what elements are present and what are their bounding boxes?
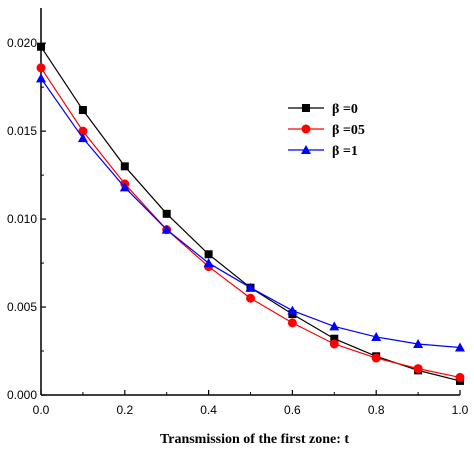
y-tick-label: 0.010 xyxy=(7,212,37,226)
data-point xyxy=(37,42,45,51)
legend-marker xyxy=(301,145,311,154)
axes xyxy=(40,8,460,396)
data-point xyxy=(329,339,339,349)
data-point xyxy=(287,318,297,328)
data-point xyxy=(329,321,340,331)
data-point xyxy=(78,106,87,115)
y-tick-label: 0.015 xyxy=(7,124,37,138)
x-tick-label: 0.4 xyxy=(200,403,217,417)
data-point xyxy=(330,334,339,343)
legend-label: β =0 xyxy=(332,102,358,117)
data-point xyxy=(455,342,465,352)
data-point xyxy=(36,63,46,73)
x-tick-label: 1.0 xyxy=(452,403,469,417)
series-0 xyxy=(37,42,464,385)
data-point xyxy=(413,338,424,348)
legend-item: β =1 xyxy=(288,144,358,159)
data-point xyxy=(371,353,381,363)
legend-item: β =05 xyxy=(288,123,365,138)
series-line xyxy=(40,46,461,382)
data-point xyxy=(455,372,465,382)
data-point xyxy=(161,224,172,234)
data-point xyxy=(371,331,382,341)
y-tick-label: 0.005 xyxy=(7,300,37,314)
x-tick-label: 0.2 xyxy=(116,403,133,417)
x-tick-label: 0.0 xyxy=(33,403,50,417)
data-point xyxy=(119,182,130,192)
series-line xyxy=(40,78,461,349)
y-tick-label: 0.020 xyxy=(7,36,37,50)
legend: β =0 β =05 β =1 xyxy=(288,102,365,159)
data-point xyxy=(77,133,88,143)
x-axis-title: Transmission of the first zone: t xyxy=(160,432,349,447)
data-point xyxy=(246,293,255,303)
series-layer xyxy=(36,42,465,385)
data-point xyxy=(413,364,423,374)
y-axis-ticks: 0.000 0.005 0.010 0.015 0.020 xyxy=(7,36,46,402)
series-line xyxy=(40,67,461,378)
legend-marker xyxy=(302,104,310,112)
legend-item: β =0 xyxy=(288,102,358,117)
data-point xyxy=(287,305,298,315)
data-point xyxy=(120,162,129,171)
data-point xyxy=(245,282,256,292)
x-tick-label: 0.8 xyxy=(368,403,385,417)
data-point xyxy=(204,250,213,259)
legend-label: β =05 xyxy=(332,123,365,138)
legend-marker xyxy=(301,124,311,134)
data-point xyxy=(162,209,171,218)
data-point xyxy=(203,258,214,268)
x-axis-ticks: 0.0 0.2 0.4 0.6 0.8 1.0 xyxy=(33,390,469,417)
series-1 xyxy=(36,63,465,382)
y-tick-label: 0.000 xyxy=(7,388,37,402)
legend-label: β =1 xyxy=(332,144,358,159)
data-point xyxy=(36,73,46,83)
data-point xyxy=(78,126,88,136)
x-tick-label: 0.6 xyxy=(284,403,301,417)
series-2 xyxy=(36,73,465,352)
